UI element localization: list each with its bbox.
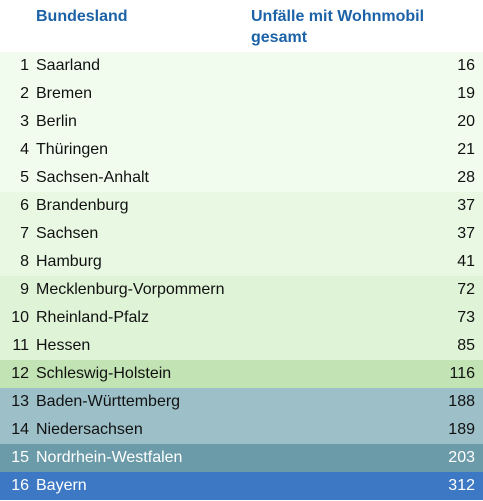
table-row: 5 Sachsen-Anhalt 28 bbox=[0, 164, 483, 192]
row-value: 188 bbox=[448, 393, 475, 410]
row-rank: 9 bbox=[20, 281, 29, 298]
row-rank: 5 bbox=[20, 169, 29, 186]
row-value: 73 bbox=[457, 309, 475, 326]
table-row: 3 Berlin 20 bbox=[0, 108, 483, 136]
table-row: 16 Bayern 312 bbox=[0, 472, 483, 500]
row-rank: 11 bbox=[12, 337, 29, 354]
column-header-bundesland: Bundesland bbox=[36, 8, 128, 25]
row-rank: 4 bbox=[20, 141, 29, 158]
row-value: 37 bbox=[457, 197, 475, 214]
row-value: 41 bbox=[457, 253, 475, 270]
row-bundesland: Nordrhein-Westfalen bbox=[36, 449, 183, 466]
row-rank: 16 bbox=[11, 477, 29, 494]
row-value: 203 bbox=[448, 449, 475, 466]
row-rank: 15 bbox=[11, 449, 29, 466]
row-bundesland: Rheinland-Pfalz bbox=[36, 309, 149, 326]
row-bundesland: Brandenburg bbox=[36, 197, 129, 214]
row-bundesland: Sachsen bbox=[36, 225, 99, 242]
row-bundesland: Hessen bbox=[36, 337, 91, 354]
table-header: Bundesland Unfälle mit Wohnmobil gesamt bbox=[0, 0, 483, 52]
row-bundesland: Baden-Württemberg bbox=[36, 393, 181, 410]
row-value: 21 bbox=[457, 141, 475, 158]
column-header-unfaelle: Unfälle mit Wohnmobil gesamt bbox=[251, 8, 425, 46]
row-bundesland: Bremen bbox=[36, 85, 93, 102]
row-rank: 12 bbox=[11, 365, 29, 382]
table-row: 9 Mecklenburg-Vorpommern 72 bbox=[0, 276, 483, 304]
row-bundesland: Niedersachsen bbox=[36, 421, 143, 438]
table-row: 11 Hessen 85 bbox=[0, 332, 483, 360]
row-bundesland: Saarland bbox=[36, 57, 101, 74]
row-value: 19 bbox=[457, 85, 475, 102]
row-value: 37 bbox=[457, 225, 475, 242]
row-value: 20 bbox=[457, 113, 475, 130]
row-value: 72 bbox=[457, 281, 475, 298]
row-value: 28 bbox=[457, 169, 475, 186]
table-row: 15 Nordrhein-Westfalen 203 bbox=[0, 444, 483, 472]
row-rank: 1 bbox=[20, 57, 29, 74]
row-rank: 8 bbox=[20, 253, 29, 270]
table-row: 8 Hamburg 41 bbox=[0, 248, 483, 276]
row-rank: 10 bbox=[11, 309, 29, 326]
row-value: 116 bbox=[449, 365, 475, 382]
row-value: 16 bbox=[457, 57, 475, 74]
row-bundesland: Hamburg bbox=[36, 253, 102, 270]
row-value: 85 bbox=[457, 337, 475, 354]
row-bundesland: Thüringen bbox=[36, 141, 109, 158]
row-rank: 6 bbox=[20, 197, 29, 214]
table-row: 7 Sachsen 37 bbox=[0, 220, 483, 248]
table-row: 10 Rheinland-Pfalz 73 bbox=[0, 304, 483, 332]
table-row: 14 Niedersachsen 189 bbox=[0, 416, 483, 444]
table-row: 2 Bremen 19 bbox=[0, 80, 483, 108]
row-value: 189 bbox=[448, 421, 475, 438]
row-rank: 13 bbox=[11, 393, 29, 410]
table-row: 13 Baden-Württemberg 188 bbox=[0, 388, 483, 416]
row-rank: 3 bbox=[20, 113, 29, 130]
table-row: 4 Thüringen 21 bbox=[0, 136, 483, 164]
table-row: 12 Schleswig-Holstein 116 bbox=[0, 360, 483, 388]
row-bundesland: Mecklenburg-Vorpommern bbox=[36, 281, 225, 298]
row-bundesland: Berlin bbox=[36, 113, 77, 130]
table-row: 6 Brandenburg 37 bbox=[0, 192, 483, 220]
row-value: 312 bbox=[448, 477, 475, 494]
row-rank: 2 bbox=[20, 85, 29, 102]
row-bundesland: Sachsen-Anhalt bbox=[36, 169, 149, 186]
row-rank: 14 bbox=[11, 421, 29, 438]
row-rank: 7 bbox=[20, 225, 29, 242]
row-bundesland: Schleswig-Holstein bbox=[36, 365, 172, 382]
row-bundesland: Bayern bbox=[36, 477, 87, 494]
table-row: 1 Saarland 16 bbox=[0, 52, 483, 80]
